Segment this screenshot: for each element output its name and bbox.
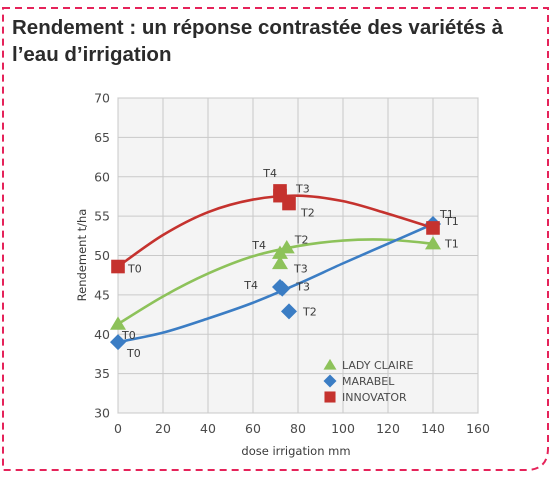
trend-line-marabel (116, 222, 435, 344)
x-tick-label: 100 (331, 421, 355, 436)
y-tick-label: 40 (94, 327, 110, 342)
y-tick-label: 55 (94, 209, 110, 224)
card-border (2, 7, 549, 471)
x-tick-label: 60 (245, 421, 261, 436)
point-label: T0 (121, 329, 136, 342)
y-tick-label: 70 (94, 91, 110, 106)
data-point (282, 196, 296, 211)
data-point (110, 316, 126, 330)
trend-line-lady-claire (116, 238, 435, 326)
point-label: T0 (126, 347, 141, 360)
point-label: T0 (127, 263, 142, 276)
data-point (426, 221, 440, 235)
x-tick-label: 40 (200, 421, 216, 436)
point-label: T1 (444, 238, 459, 251)
legend-marker (324, 391, 336, 403)
x-axis-ticks: 0 20 40 60 80 100 120 140 160 (114, 421, 490, 436)
legend: LADY CLAIRE MARABEL INNOVATOR (323, 358, 413, 404)
x-tick-label: 140 (421, 421, 445, 436)
x-tick-label: 0 (114, 421, 122, 436)
point-label: T2 (302, 305, 317, 318)
x-tick-label: 160 (466, 421, 490, 436)
legend-label: MARABEL (342, 375, 395, 388)
x-axis-label: dose irrigation mm (241, 444, 350, 458)
y-axis-label: Rendement t/ha (75, 209, 89, 302)
point-label: T3 (295, 183, 310, 196)
y-tick-label: 30 (94, 406, 110, 421)
data-point (111, 259, 125, 274)
point-label: T3 (295, 281, 310, 294)
point-label: T1 (439, 208, 454, 221)
legend-marker (323, 374, 337, 388)
y-tick-label: 45 (94, 287, 110, 302)
point-labels: T0 T4 T2 T3 T1 T0 T4 T3 T2 T1 T0 T4 T3 T2 T1 (121, 167, 459, 360)
y-tick-label: 60 (94, 169, 110, 184)
data-point (274, 280, 291, 297)
x-tick-label: 80 (290, 421, 306, 436)
y-tick-label: 35 (94, 366, 110, 381)
legend-marker (323, 358, 337, 370)
x-tick-label: 120 (376, 421, 400, 436)
point-label: T1 (444, 215, 459, 228)
y-tick-label: 65 (94, 130, 110, 145)
point-label: T4 (262, 167, 277, 180)
legend-label: INNOVATOR (342, 391, 407, 404)
point-label: T3 (293, 262, 308, 275)
data-points (110, 184, 441, 351)
legend-label: LADY CLAIRE (342, 359, 413, 372)
data-point (272, 255, 288, 270)
y-tick-label: 50 (94, 248, 110, 263)
data-point (278, 240, 295, 254)
data-point (110, 334, 126, 351)
chart-title: Rendement : un réponse contrastée des va… (12, 16, 504, 66)
point-label: T2 (300, 207, 315, 220)
gridlines (117, 97, 479, 414)
point-label: T4 (243, 279, 258, 292)
data-point (425, 236, 441, 250)
point-label: T2 (294, 234, 309, 247)
data-point (281, 303, 297, 320)
y-axis-ticks: 30 35 40 45 50 55 60 65 70 (94, 91, 110, 421)
point-label: T4 (251, 239, 266, 252)
x-tick-label: 20 (155, 421, 171, 436)
